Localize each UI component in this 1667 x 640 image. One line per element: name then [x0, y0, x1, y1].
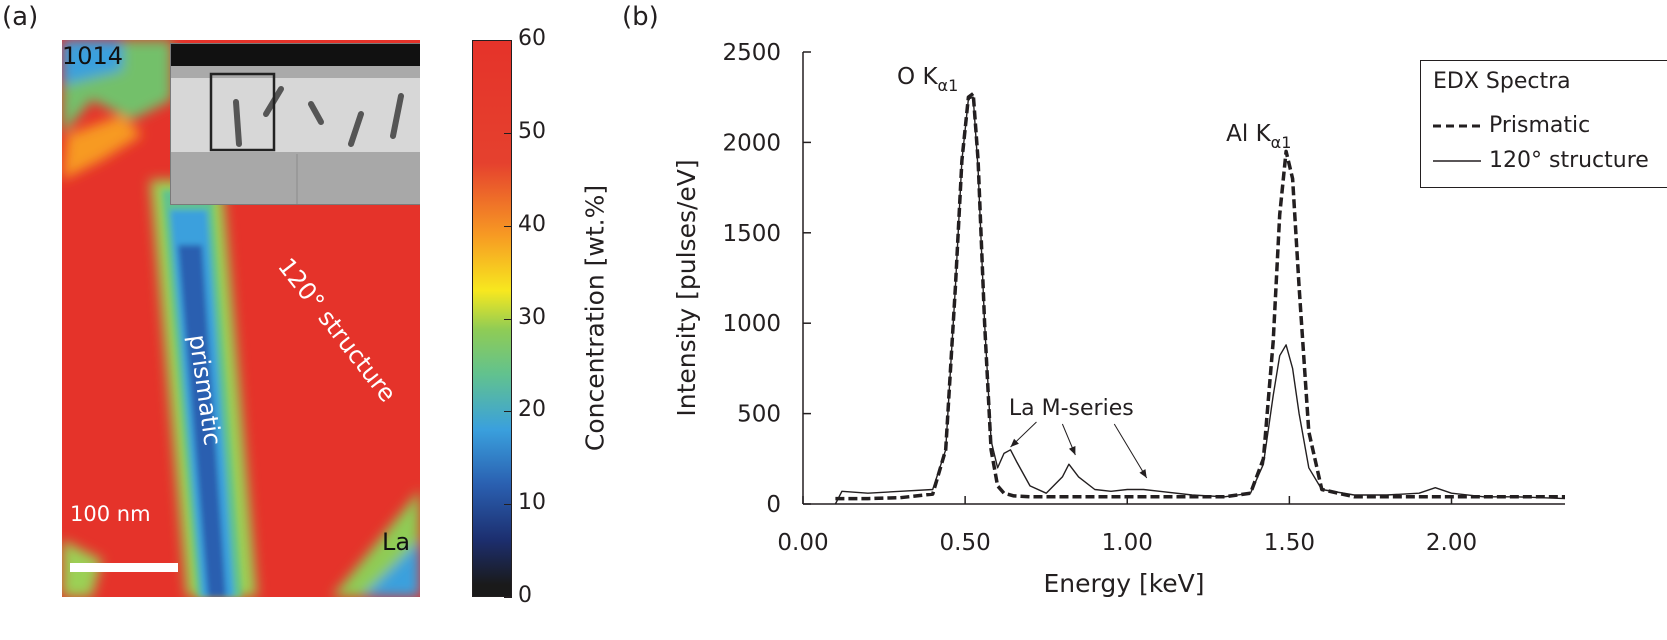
- y-tick-label: 1000: [722, 311, 781, 337]
- colorbar-tick: [504, 132, 512, 134]
- colorbar-tick: [504, 411, 512, 413]
- legend-swatches: [1433, 124, 1481, 162]
- colorbar-tick: [504, 225, 512, 227]
- colorbar-tick-label: 40: [518, 211, 546, 237]
- colorbar-tick: [504, 504, 512, 506]
- y-tick-label: 500: [737, 402, 781, 428]
- colorbar-tick-label: 50: [518, 118, 546, 144]
- colorbar-tick: [504, 597, 512, 598]
- colorbar-tick-label: 10: [518, 490, 546, 516]
- x-tick-label: 0.00: [777, 530, 828, 556]
- annotation-al-ka1: Al Kα1: [1226, 121, 1291, 152]
- arrow-la-3-head: [1139, 469, 1147, 478]
- legend-title: EDX Spectra: [1433, 69, 1571, 94]
- concentration-map: 1014 La 100 nm prismatic 120° structure: [62, 40, 420, 597]
- y-tick-label: 0: [766, 492, 781, 518]
- series-line-120-structure: [834, 96, 1566, 505]
- colorbar-tick-label: 30: [518, 304, 546, 330]
- y-tick-label: 1500: [722, 221, 781, 247]
- colorbar-tick: [504, 318, 512, 320]
- legend-item-120-structure: 120° structure: [1489, 148, 1649, 173]
- x-tick-label: 1.00: [1102, 530, 1153, 556]
- x-tick-label: 1.50: [1264, 530, 1315, 556]
- x-axis-label: Energy [keV]: [1043, 569, 1204, 598]
- y-tick-label: 2500: [722, 40, 781, 66]
- arrow-la-1-head: [1010, 438, 1019, 447]
- panel-a-label: (a): [2, 2, 39, 32]
- element-label: La: [382, 528, 411, 556]
- legend: EDX Spectra Prismatic 120° structure: [1420, 60, 1667, 188]
- arrow-la-2-head: [1068, 446, 1076, 455]
- arrow-la-3: [1113, 423, 1148, 479]
- annotation-o-ka1: O Kα1: [897, 64, 958, 95]
- colorbar-tick-label: 0: [518, 583, 532, 608]
- tem-inset-image: [170, 43, 420, 205]
- annotation-la-m-series: La M-series: [1009, 396, 1134, 421]
- y-axis-label: Intensity [pulses/eV]: [672, 159, 701, 416]
- y-tick-label: 2000: [722, 130, 781, 156]
- colorbar-tick-label: 60: [518, 26, 546, 51]
- scale-bar-label: 100 nm: [70, 502, 151, 526]
- panel-b-label: (b): [622, 2, 659, 32]
- colorbar-tick-label: 20: [518, 397, 546, 423]
- x-tick-label: 2.00: [1426, 530, 1477, 556]
- scale-bar: [70, 563, 178, 572]
- legend-item-prismatic: Prismatic: [1489, 113, 1591, 138]
- x-tick-label: 0.50: [940, 530, 991, 556]
- sample-id: 1014: [62, 42, 124, 70]
- colorbar-tick: [504, 40, 512, 41]
